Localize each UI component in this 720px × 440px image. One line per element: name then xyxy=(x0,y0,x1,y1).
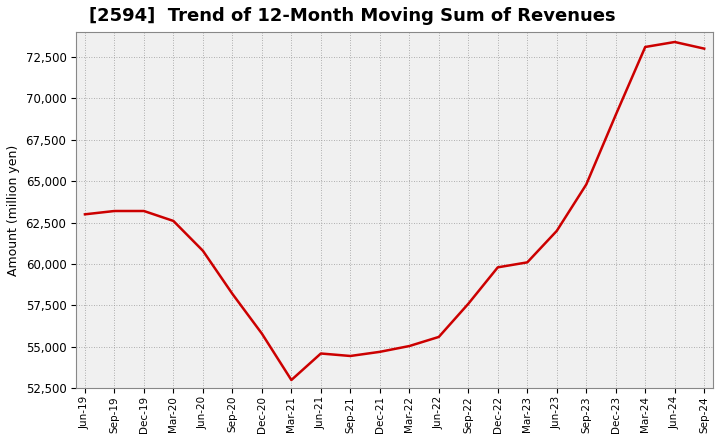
Y-axis label: Amount (million yen): Amount (million yen) xyxy=(7,145,20,276)
Text: [2594]  Trend of 12-Month Moving Sum of Revenues: [2594] Trend of 12-Month Moving Sum of R… xyxy=(89,7,616,25)
